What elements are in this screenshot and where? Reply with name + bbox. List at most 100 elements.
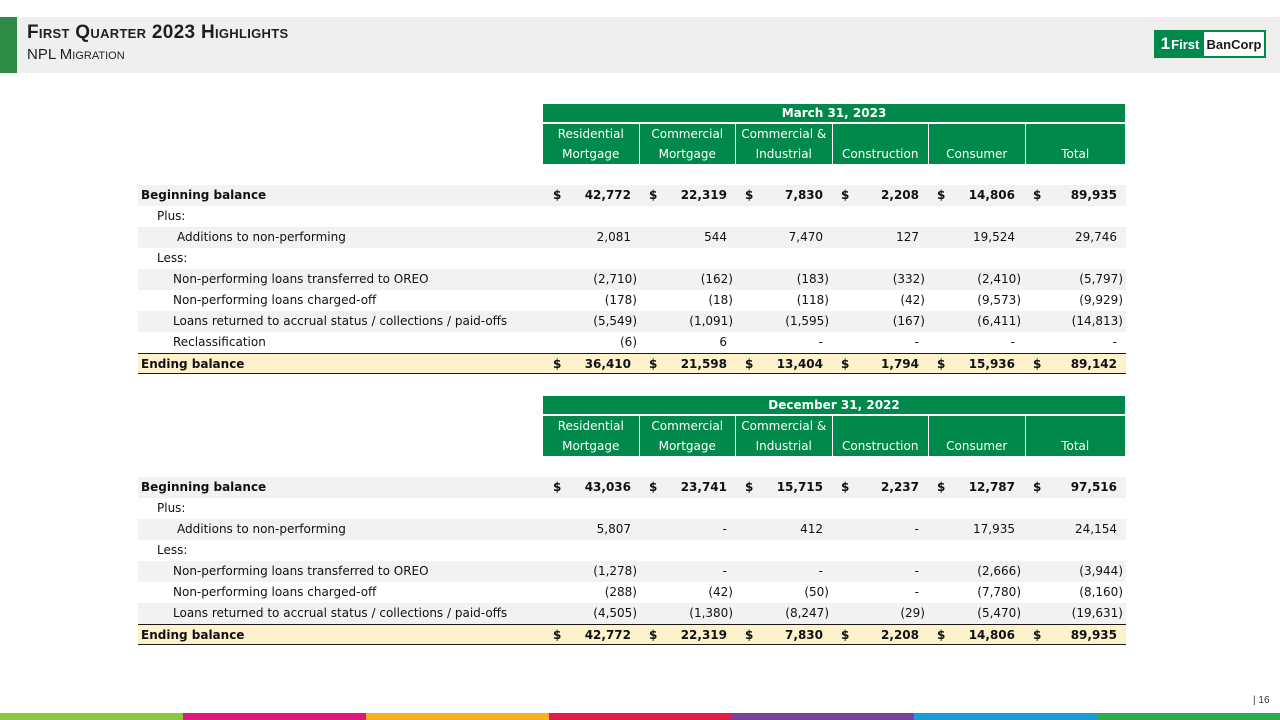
table-cell xyxy=(831,540,927,561)
strip-segment xyxy=(365,713,549,720)
cell-value: (162) xyxy=(700,272,733,286)
column-header-line: Mortgage xyxy=(562,147,620,161)
cell-value: 7,830 xyxy=(785,188,823,202)
row-label: Additions to non-performing xyxy=(177,522,346,536)
cell-value: 22,319 xyxy=(680,188,727,202)
cell-value: 24,154 xyxy=(1075,522,1117,536)
dollar-sign: $ xyxy=(649,188,658,202)
cell-value: 6 xyxy=(719,335,727,349)
cell-value: 127 xyxy=(896,230,919,244)
table-cell: (5,470) xyxy=(927,603,1023,624)
column-header-line: Commercial xyxy=(651,127,724,141)
table-row: Less: xyxy=(138,248,1126,269)
table-cell: $2,208 xyxy=(831,185,927,206)
table-cell: $13,404 xyxy=(735,354,831,375)
table-row: Additions to non-performing 5,807 - 412 - 17,… xyxy=(138,519,1126,540)
table-cell xyxy=(639,248,735,269)
table-cell: $89,142 xyxy=(1023,354,1125,375)
cell-value: (332) xyxy=(892,272,925,286)
table-cell: $89,935 xyxy=(1023,625,1125,646)
table-cell xyxy=(831,498,927,519)
table-row: Loans returned to accrual status / colle… xyxy=(138,311,1126,332)
table-cell: - xyxy=(735,561,831,582)
cell-value: 14,806 xyxy=(968,188,1015,202)
table-cell: - xyxy=(831,519,927,540)
table-row: Reclassification (6) 6 - - - - xyxy=(138,332,1126,353)
column-header-line: Residential xyxy=(557,419,624,433)
table-cell: - xyxy=(831,332,927,353)
table-cell: (9,929) xyxy=(1023,290,1125,311)
column-header-line xyxy=(1026,124,1125,144)
column-header: Total xyxy=(1025,416,1125,456)
table-cell: $2,208 xyxy=(831,625,927,646)
cell-value: (5,549) xyxy=(593,314,637,328)
table-cell xyxy=(927,206,1023,227)
table-cell: (162) xyxy=(639,269,735,290)
column-header-line: Commercial & xyxy=(741,419,827,433)
column-header-line xyxy=(929,124,1025,144)
cell-value: (8,160) xyxy=(1079,585,1123,599)
table-cell xyxy=(735,498,831,519)
row-label: Plus: xyxy=(157,501,186,515)
table-cell: $36,410 xyxy=(543,354,639,375)
table-cell: $42,772 xyxy=(543,185,639,206)
row-label: Less: xyxy=(157,543,188,557)
cell-value: (9,573) xyxy=(977,293,1021,307)
row-label: Ending balance xyxy=(141,357,245,371)
table-cell: $23,741 xyxy=(639,477,735,498)
firstbancorp-logo: 1 First BanCorp xyxy=(1154,30,1266,58)
table-cell: (42) xyxy=(831,290,927,311)
table-cell: $7,830 xyxy=(735,625,831,646)
table-cell: - xyxy=(639,519,735,540)
row-label: Non-performing loans charged-off xyxy=(173,293,377,307)
table-cell xyxy=(1023,248,1125,269)
cell-value: 412 xyxy=(800,522,823,536)
dollar-sign: $ xyxy=(937,188,946,202)
column-header-line: Commercial xyxy=(651,419,724,433)
table-cell: (2,666) xyxy=(927,561,1023,582)
cell-value: (178) xyxy=(604,293,637,307)
table-row: Non-performing loans transferred to OREO… xyxy=(138,561,1126,582)
cell-value: (42) xyxy=(708,585,733,599)
cell-value: (18) xyxy=(708,293,733,307)
dollar-sign: $ xyxy=(841,628,850,642)
row-label: Loans returned to accrual status / colle… xyxy=(173,314,508,328)
table-cell: (6,411) xyxy=(927,311,1023,332)
table-row: Plus: xyxy=(138,498,1126,519)
strip-segment xyxy=(731,713,915,720)
cell-value: (2,666) xyxy=(977,564,1021,578)
dollar-sign: $ xyxy=(649,628,658,642)
column-header-line: Total xyxy=(1061,147,1090,161)
cell-value: 89,935 xyxy=(1070,188,1117,202)
cell-value: (29) xyxy=(900,606,925,620)
logo-one: 1 xyxy=(1160,34,1171,53)
cell-value: (167) xyxy=(892,314,925,328)
cell-value: (1,278) xyxy=(593,564,637,578)
table-cell: $97,516 xyxy=(1023,477,1125,498)
cell-value: - xyxy=(722,564,727,578)
cell-value: 36,410 xyxy=(584,357,631,371)
column-header-line: Mortgage xyxy=(658,147,716,161)
column-header-line: Total xyxy=(1061,439,1090,453)
table-cell: (4,505) xyxy=(543,603,639,624)
column-header: Residential Mortgage xyxy=(543,124,639,164)
cell-value: (6) xyxy=(620,335,637,349)
table-cell: $7,830 xyxy=(735,185,831,206)
table-cell: 2,081 xyxy=(543,227,639,248)
logo-first-text: First xyxy=(1171,36,1200,52)
table-cell xyxy=(831,206,927,227)
column-header-line: Consumer xyxy=(946,439,1008,453)
dollar-sign: $ xyxy=(937,480,946,494)
table-cell: $15,715 xyxy=(735,477,831,498)
column-header-line: Commercial & xyxy=(741,127,827,141)
cell-value: 22,319 xyxy=(680,628,727,642)
cell-value: 89,935 xyxy=(1070,628,1117,642)
table-cell: (19,631) xyxy=(1023,603,1125,624)
cell-value: (19,631) xyxy=(1071,606,1123,620)
table-cell: (8,160) xyxy=(1023,582,1125,603)
table-cell: (183) xyxy=(735,269,831,290)
column-header-line: Consumer xyxy=(946,147,1008,161)
cell-value: - xyxy=(1010,335,1015,349)
table-cell: $22,319 xyxy=(639,185,735,206)
table-cell: (5,549) xyxy=(543,311,639,332)
